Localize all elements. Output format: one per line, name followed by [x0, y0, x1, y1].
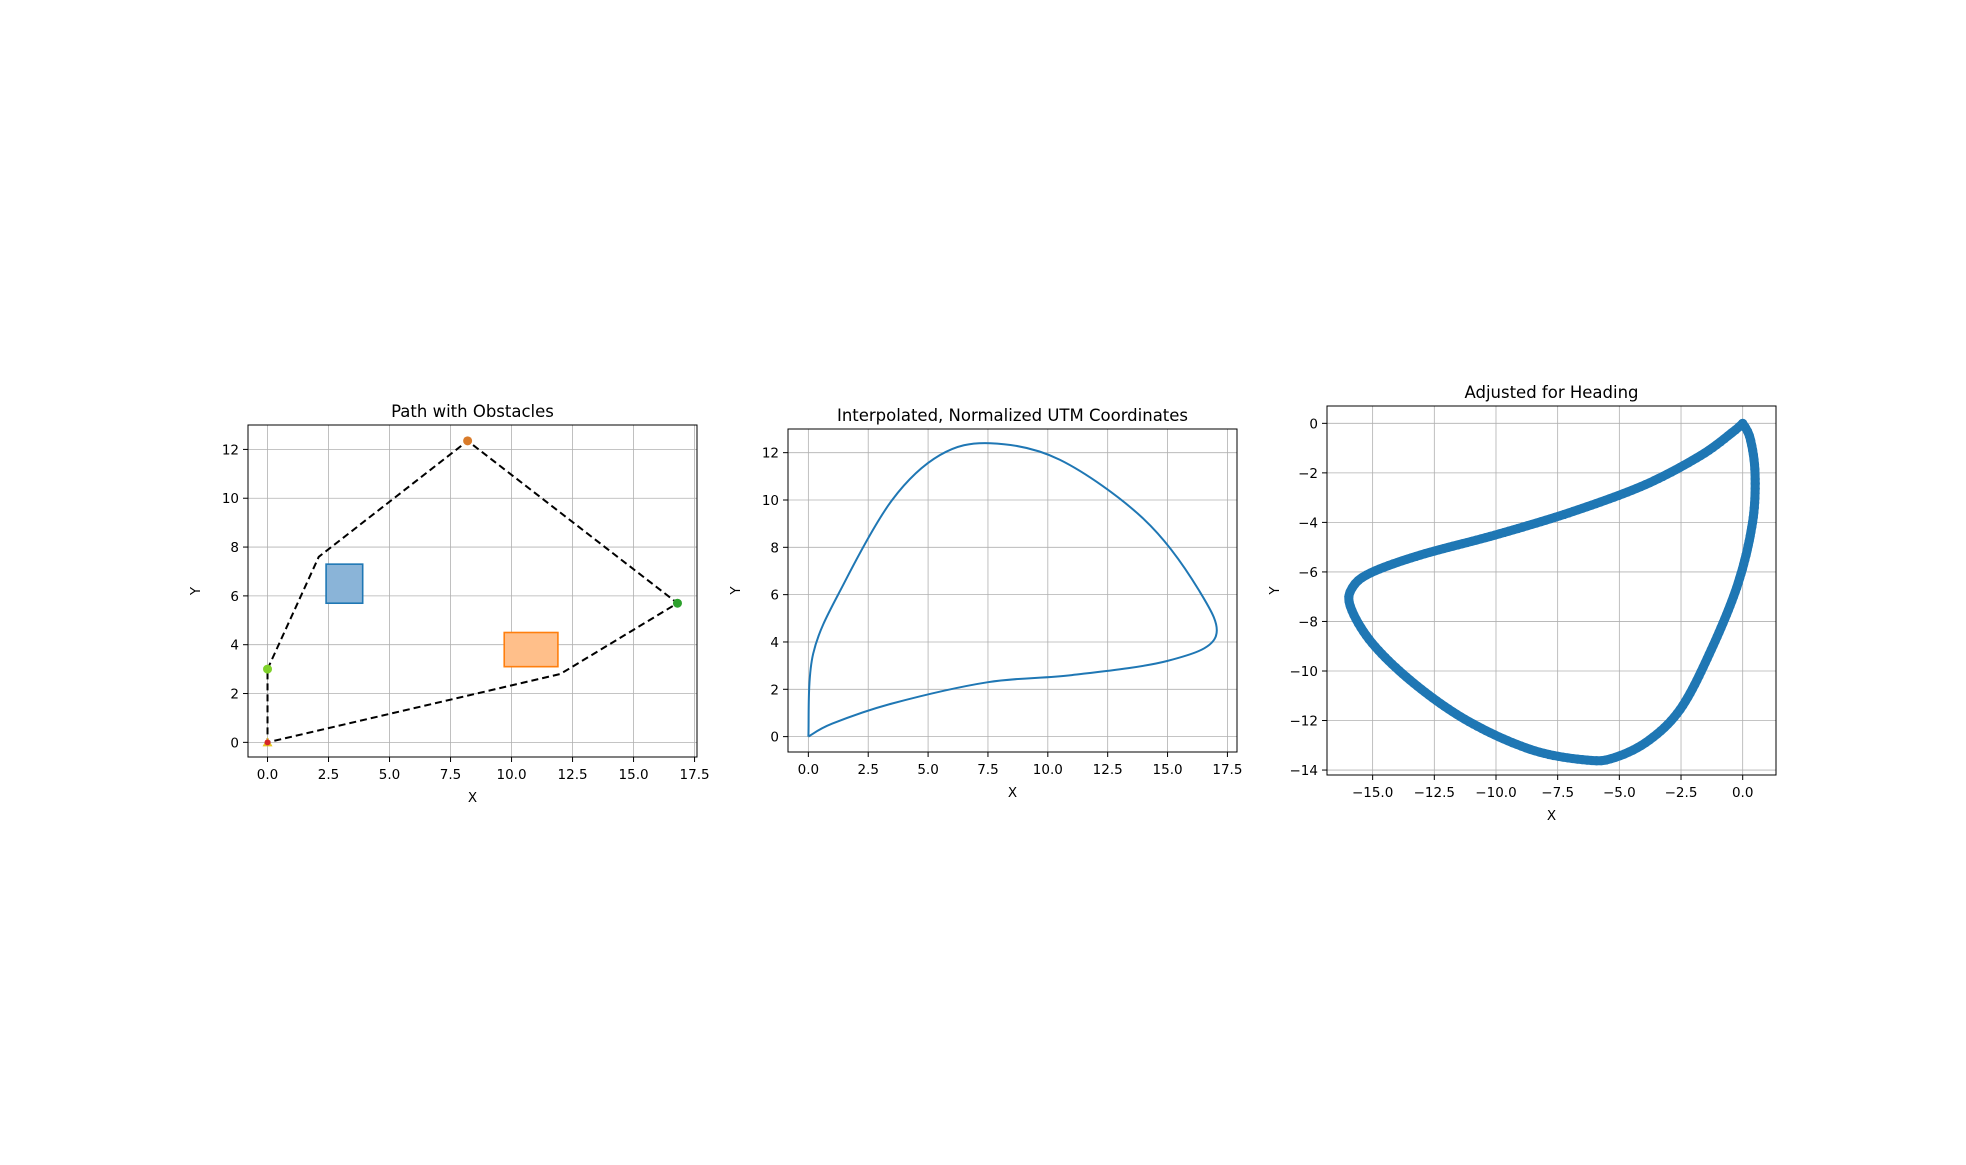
chart-path-with-obstacles: 0.0 2.5 5.0 7.5 10.0 12.5 15.0 17.5 0 2 4 6 8 10 12 Pat…: [188, 402, 710, 806]
y-tick-label: 0: [1309, 416, 1318, 432]
x-tick-label: −5.0: [1603, 785, 1636, 801]
x-axis-label: X: [1547, 808, 1556, 824]
x-tick-label: 5.0: [917, 762, 938, 778]
x-tick-label: 15.0: [619, 767, 649, 783]
y-tick-label: 0: [230, 735, 239, 751]
waypoint-marker: [463, 436, 473, 446]
x-tick-label: 0.0: [257, 767, 278, 783]
y-tick-label: −14: [1290, 763, 1319, 779]
data-point: [1734, 422, 1744, 432]
obstacle-rect: [503, 631, 559, 668]
y-tick-label: −12: [1290, 714, 1319, 730]
y-tick-label: 0: [770, 730, 779, 746]
plot-area: [807, 442, 1218, 738]
series-line: [807, 442, 1218, 738]
chart-title: Interpolated, Normalized UTM Coordinates: [837, 406, 1188, 425]
y-tick-label: 12: [222, 442, 239, 458]
y-tick-label: −10: [1290, 664, 1319, 680]
y-tick-label: 8: [770, 540, 779, 556]
x-tick-label: 0.0: [1732, 785, 1753, 801]
y-tick-label: −2: [1298, 466, 1318, 482]
y-tick-label: 2: [770, 682, 779, 698]
x-tick-label: 15.0: [1153, 762, 1183, 778]
chart-adjusted-for-heading: −15.0 −12.5 −10.0 −7.5 −5.0 −2.5 0.0 0 −2 −4 −6 −8 −…: [1267, 383, 1777, 824]
x-tick-label: −10.0: [1475, 785, 1516, 801]
y-tick-label: 6: [770, 588, 779, 604]
x-tick-label: −2.5: [1665, 785, 1698, 801]
x-tick-label: −12.5: [1414, 785, 1455, 801]
axes-frame: [247, 424, 698, 758]
y-tick-label: 4: [230, 638, 239, 654]
chart-title: Adjusted for Heading: [1464, 383, 1638, 402]
x-tick-label: 5.0: [379, 767, 400, 783]
y-axis-label: Y: [1267, 586, 1283, 596]
x-tick-label: 7.5: [977, 762, 998, 778]
chart-interpolated-utm: 0.0 2.5 5.0 7.5 10.0 12.5 15.0 17.5 0 2 4 6 8 10 12 Int…: [728, 406, 1242, 801]
plot-area: [262, 436, 682, 747]
x-tick-label: 17.5: [1212, 762, 1242, 778]
x-tick-label: 2.5: [318, 767, 339, 783]
x-tick-label: 2.5: [857, 762, 878, 778]
y-tick-label: −4: [1298, 515, 1318, 531]
x-tick-label: 10.0: [497, 767, 527, 783]
x-axis-label: X: [468, 790, 477, 806]
plot-area: [1344, 418, 1760, 766]
axes-frame: [1326, 405, 1777, 776]
y-tick-label: −8: [1298, 614, 1318, 630]
x-axis-label: X: [1008, 785, 1017, 801]
obstacle-rect: [325, 563, 364, 605]
x-tick-label: 12.5: [558, 767, 588, 783]
y-tick-label: 2: [230, 687, 239, 703]
x-tick-label: 12.5: [1093, 762, 1123, 778]
chart-title: Path with Obstacles: [391, 402, 554, 421]
y-axis-label: Y: [728, 586, 744, 596]
y-tick-label: −6: [1298, 565, 1318, 581]
waypoint-marker: [263, 664, 273, 674]
y-tick-label: 10: [762, 493, 779, 509]
axes-frame: [787, 428, 1238, 753]
x-tick-label: 10.0: [1033, 762, 1063, 778]
x-tick-label: −7.5: [1541, 785, 1574, 801]
waypoint-marker: [672, 598, 682, 608]
y-axis-label: Y: [188, 586, 204, 596]
y-tick-label: 6: [230, 589, 239, 605]
x-tick-label: −15.0: [1352, 785, 1393, 801]
waypoint-marker: [264, 739, 271, 746]
x-tick-label: 7.5: [440, 767, 461, 783]
x-tick-label: 0.0: [798, 762, 819, 778]
y-tick-label: 8: [230, 540, 239, 556]
y-tick-label: 12: [762, 446, 779, 462]
x-tick-label: 17.5: [680, 767, 710, 783]
y-tick-label: 4: [770, 635, 779, 651]
y-tick-label: 10: [222, 491, 239, 507]
